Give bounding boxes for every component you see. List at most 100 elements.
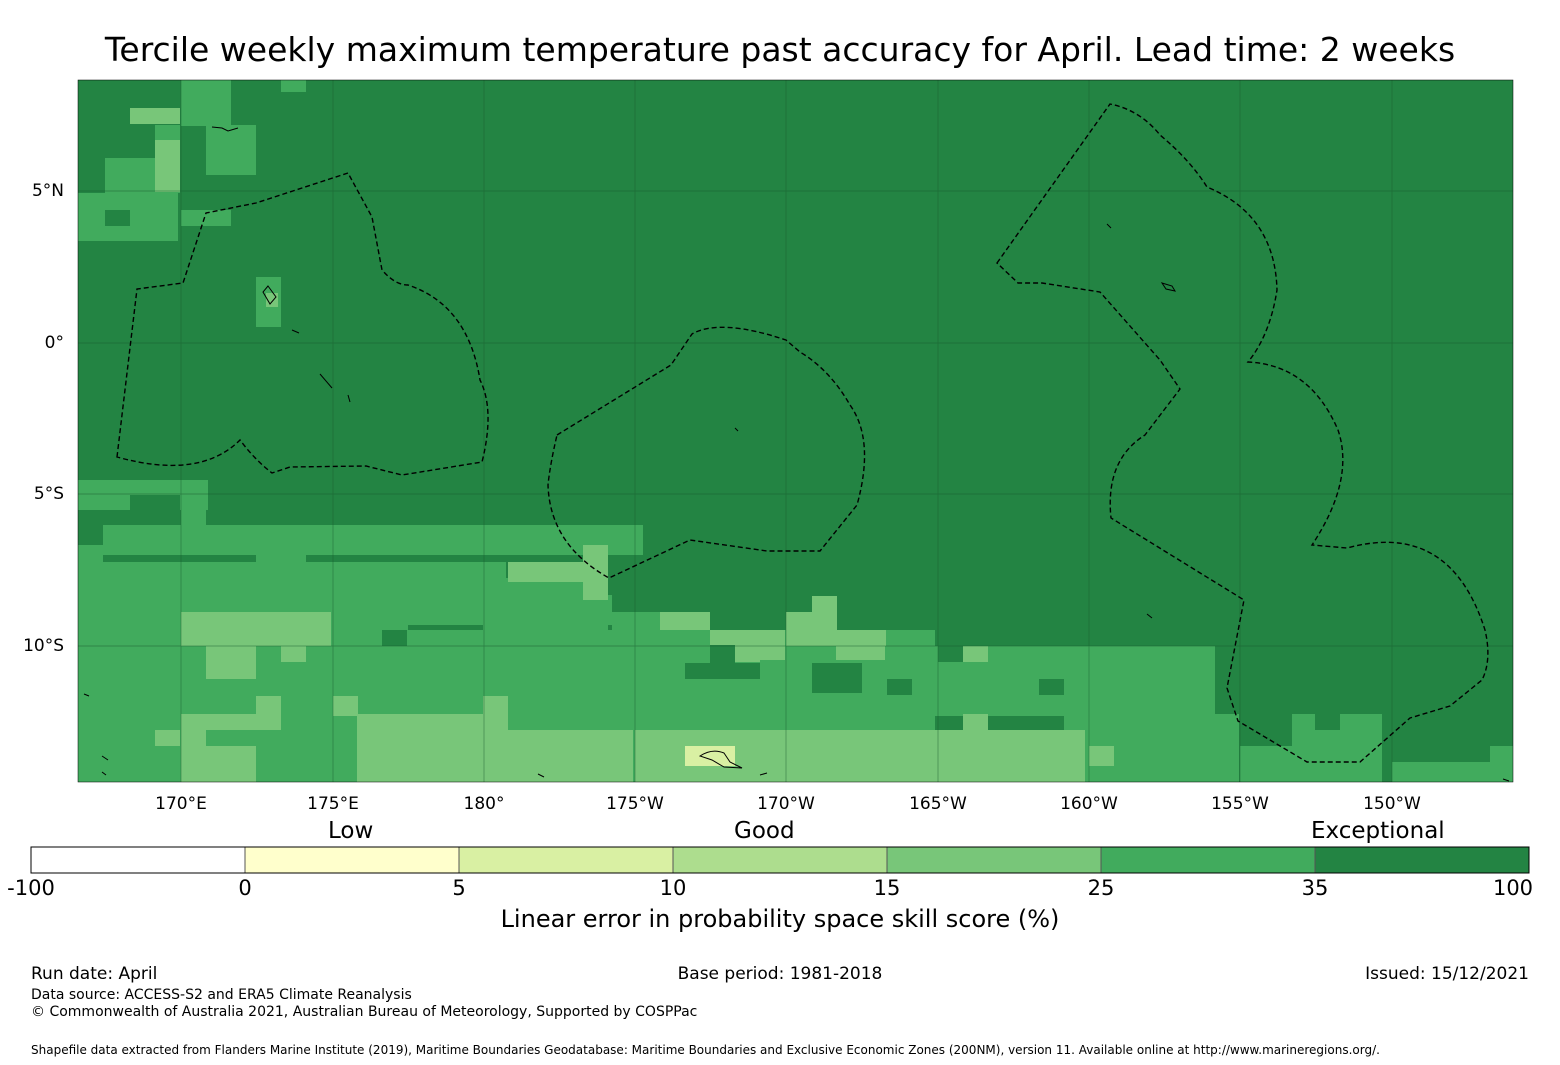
eez-boundary-kiribati-gilbert	[116, 172, 489, 476]
grid-cell	[206, 746, 256, 782]
gridlines	[78, 80, 1513, 782]
island-atoll	[101, 755, 109, 761]
grid-cell	[306, 562, 506, 582]
colorbar-segment-b0	[31, 847, 245, 873]
map-panel	[78, 80, 1513, 782]
grid-cell	[206, 646, 256, 679]
grid-cell	[1315, 714, 1340, 730]
grid-cell	[130, 495, 180, 511]
grid-cell	[333, 696, 358, 716]
island-atoll	[537, 773, 545, 778]
lon-label: 175°E	[307, 794, 359, 814]
map-title: Tercile weekly maximum temperature past …	[104, 30, 1456, 69]
colorbar-category-good: Good	[734, 818, 795, 844]
grid-cell	[105, 210, 130, 226]
island-atoll	[262, 285, 277, 305]
grid-cell	[256, 696, 281, 716]
grid-cell	[382, 630, 407, 646]
grid-cell	[710, 645, 735, 663]
island-atoll	[101, 771, 107, 776]
grid-cell	[206, 125, 256, 175]
grid-cell	[357, 578, 587, 598]
colorbar-tick: 100	[1492, 876, 1534, 900]
issued-date: Issued: 15/12/2021	[1365, 964, 1529, 984]
colorbar-tick: 5	[452, 876, 466, 900]
grid-cell	[812, 596, 837, 646]
island-atoll	[347, 394, 351, 403]
colorbar-segment-b1	[245, 847, 459, 873]
skill-score-grid	[78, 80, 1513, 782]
island-atoll	[734, 427, 739, 432]
grid-cell	[130, 108, 180, 124]
colorbar-segment-b5	[1101, 847, 1315, 873]
grid-cell	[78, 510, 103, 540]
colorbar-segment-b3	[673, 847, 887, 873]
grid-cell	[685, 663, 760, 679]
lon-label: 170°W	[757, 794, 815, 814]
grid-cell	[836, 630, 886, 660]
grid-cell	[181, 210, 231, 226]
grid-cell	[786, 679, 811, 709]
island-atoll	[1106, 223, 1112, 229]
grid-cell	[1292, 714, 1317, 730]
grid-cell	[281, 646, 306, 662]
grid-cell	[78, 545, 103, 565]
colorbar-tick: 10	[659, 876, 687, 900]
grid-cell	[155, 140, 180, 192]
eez-boundary-tokelau	[547, 326, 866, 579]
lat-label: 0°	[44, 333, 64, 353]
data-source: Data source: ACCESS-S2 and ERA5 Climate …	[31, 987, 412, 1003]
lon-label: 180°	[463, 794, 505, 814]
grid-cell	[583, 545, 608, 600]
colorbar-category-low: Low	[328, 818, 374, 844]
colorbar-tick: 35	[1301, 876, 1329, 900]
island-atoll	[1146, 613, 1153, 619]
grid-cell	[256, 545, 306, 565]
colorbar-tick: 0	[238, 876, 252, 900]
grid-cell	[508, 730, 633, 782]
island-atoll	[83, 693, 90, 697]
colorbar-category-exceptional: Exceptional	[1311, 818, 1445, 844]
copyright: © Commonwealth of Australia 2021, Austra…	[31, 1004, 698, 1020]
colorbar-tick: 15	[873, 876, 901, 900]
lat-label: 10°S	[23, 636, 64, 656]
grid-cell	[963, 646, 988, 662]
grid-cell	[1490, 746, 1513, 766]
lon-label: 155°W	[1211, 794, 1269, 814]
grid-cell	[281, 80, 306, 92]
colorbar-tick: 25	[1087, 876, 1115, 900]
grid-cell	[266, 293, 278, 307]
grid-cell	[181, 730, 206, 782]
lon-label: 175°W	[606, 794, 664, 814]
grid-cell	[1089, 746, 1114, 766]
run-date: Run date: April	[31, 964, 158, 984]
eez-boundary-kiribati-line	[996, 103, 1489, 763]
grid-cell	[357, 714, 487, 782]
coastlines	[83, 126, 1510, 782]
grid-cell	[155, 730, 180, 746]
grid-cell	[483, 696, 508, 782]
colorbar-segment-b4	[887, 847, 1101, 873]
grid-cell	[963, 714, 988, 730]
island-atoll	[1160, 282, 1177, 292]
grid-cell	[685, 746, 735, 766]
grid-cell	[105, 158, 155, 193]
grid-cell	[1240, 746, 1300, 782]
island-atoll	[759, 772, 768, 776]
grid-cell	[735, 646, 760, 662]
island-samoa	[698, 750, 743, 769]
grid-cell	[660, 612, 710, 630]
eez-boundaries	[116, 103, 1489, 763]
grid-cell	[1266, 714, 1291, 730]
island-atoll	[1502, 778, 1510, 782]
grid-cell	[1392, 762, 1513, 782]
base-period: Base period: 1981-2018	[677, 964, 883, 984]
grid-cell	[938, 646, 963, 662]
grid-cell	[181, 92, 231, 126]
colorbar-tick: -100	[7, 876, 55, 900]
grid-cell	[1039, 679, 1064, 695]
colorbar-segment-b2	[459, 847, 673, 873]
colorbar-segment-b6	[1315, 847, 1529, 873]
lon-label: 170°E	[155, 794, 207, 814]
